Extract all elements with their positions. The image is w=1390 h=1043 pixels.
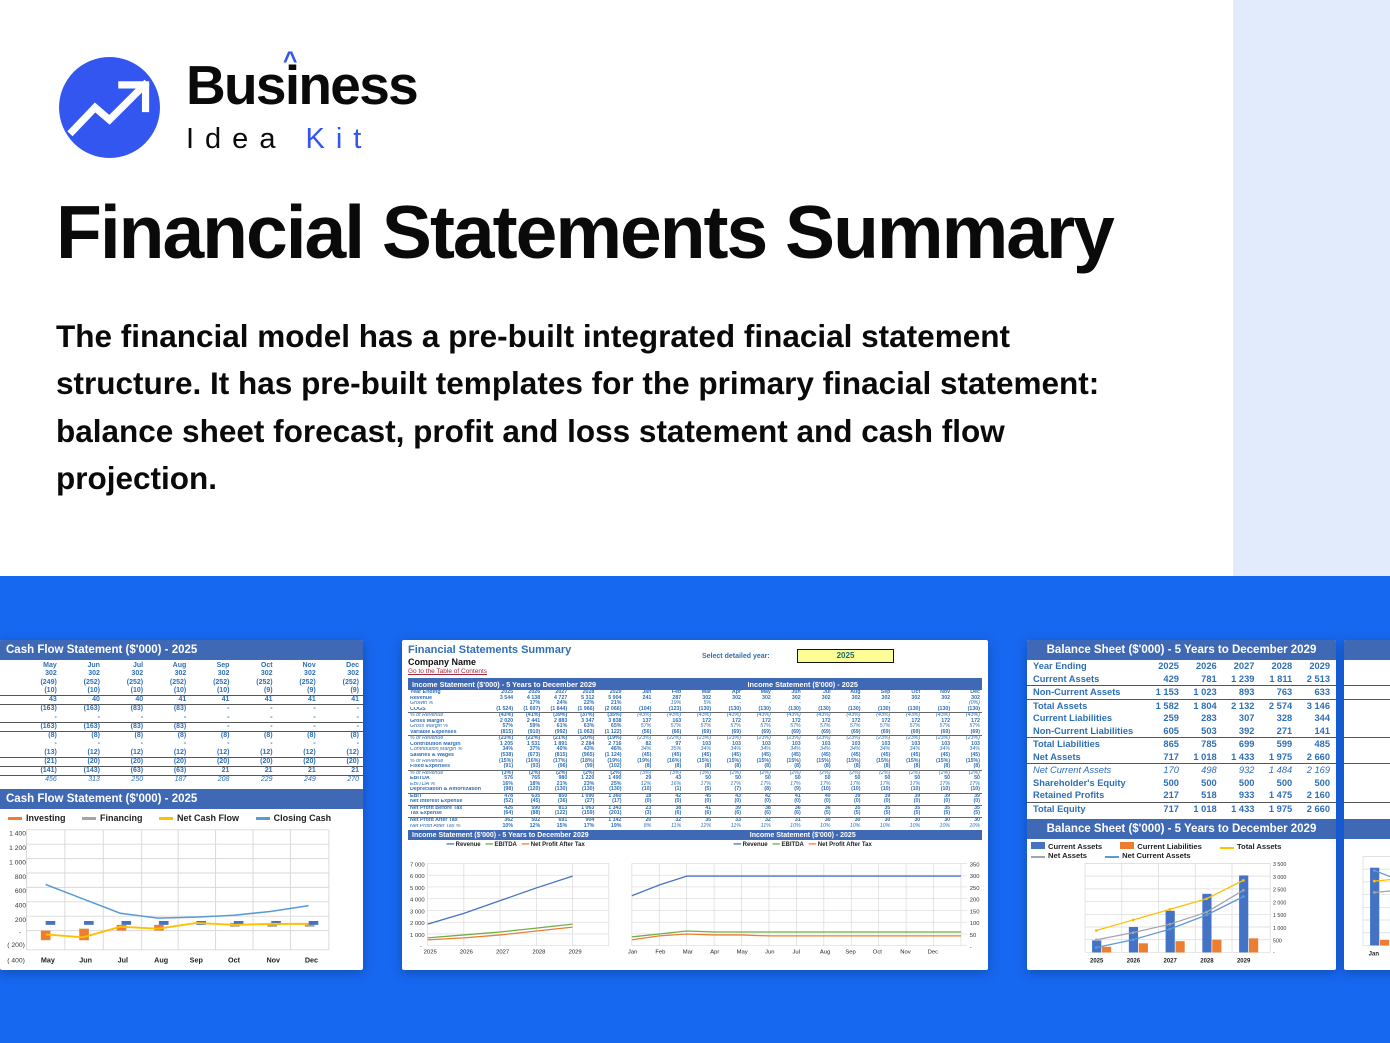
svg-text:5 000: 5 000 (410, 886, 425, 892)
svg-text:Sep: Sep (190, 955, 204, 964)
svg-text:Jan: Jan (627, 950, 636, 956)
svg-text:100: 100 (969, 921, 980, 927)
svg-text:1 000: 1 000 (410, 933, 425, 939)
svg-text:2028: 2028 (1200, 959, 1214, 965)
svg-text:Oct: Oct (872, 950, 881, 956)
svg-text:3 500: 3 500 (1273, 863, 1286, 869)
svg-text:50: 50 (969, 933, 976, 939)
svg-text:3 000: 3 000 (1273, 875, 1286, 881)
svg-text:2027: 2027 (1163, 959, 1177, 965)
svg-text:Oct: Oct (228, 955, 241, 964)
svg-text:Aug: Aug (819, 950, 829, 956)
svg-text:2026: 2026 (1127, 959, 1141, 965)
svg-text:6 000: 6 000 (410, 874, 425, 880)
svg-text:1 200: 1 200 (9, 844, 26, 851)
svg-text:-: - (19, 929, 21, 936)
svg-text:-: - (1273, 950, 1275, 956)
svg-text:( 400): ( 400) (7, 957, 25, 964)
svg-text:Feb: Feb (655, 950, 666, 956)
svg-text:2025: 2025 (424, 950, 438, 956)
svg-text:2025: 2025 (1090, 959, 1104, 965)
svg-text:1 500: 1 500 (1273, 913, 1286, 919)
svg-text:May: May (41, 955, 55, 964)
svg-text:Jul: Jul (792, 950, 800, 956)
svg-text:2 000: 2 000 (1273, 901, 1286, 907)
svg-text:Jul: Jul (118, 955, 128, 964)
svg-text:2028: 2028 (532, 950, 545, 956)
svg-text:( 200): ( 200) (7, 941, 25, 948)
svg-text:300: 300 (969, 874, 980, 880)
svg-text:2 000: 2 000 (410, 921, 425, 927)
svg-text:Aug: Aug (154, 955, 168, 964)
svg-text:200: 200 (15, 916, 26, 923)
svg-text:2026: 2026 (460, 950, 473, 956)
svg-text:1 400: 1 400 (9, 830, 26, 837)
svg-text:500: 500 (1273, 939, 1282, 945)
svg-text:1 000: 1 000 (9, 859, 26, 866)
svg-text:-: - (420, 944, 422, 950)
svg-text:May: May (736, 950, 747, 956)
svg-text:Dec: Dec (927, 950, 937, 956)
svg-text:Nov: Nov (266, 955, 280, 964)
svg-text:Jun: Jun (79, 955, 92, 964)
svg-text:200: 200 (969, 898, 980, 904)
svg-text:7 000: 7 000 (410, 862, 425, 868)
svg-text:2029: 2029 (1237, 959, 1251, 965)
svg-text:2027: 2027 (496, 950, 509, 956)
svg-text:800: 800 (15, 873, 26, 880)
svg-text:Sep: Sep (845, 950, 856, 956)
svg-text:2029: 2029 (569, 950, 582, 956)
svg-text:3 000: 3 000 (410, 910, 425, 916)
svg-text:Jan: Jan (1369, 951, 1380, 957)
svg-text:600: 600 (15, 888, 26, 895)
svg-text:Jun: Jun (765, 950, 774, 956)
svg-text:Dec: Dec (305, 955, 318, 964)
svg-text:Mar: Mar (682, 950, 692, 956)
svg-text:350: 350 (969, 862, 980, 868)
svg-text:Nov: Nov (900, 950, 910, 956)
svg-text:Apr: Apr (710, 950, 719, 956)
svg-text:150: 150 (969, 910, 980, 916)
svg-text:4 000: 4 000 (410, 898, 425, 904)
svg-text:400: 400 (15, 902, 26, 909)
svg-text:1 000: 1 000 (1273, 926, 1286, 932)
svg-text:-: - (969, 945, 971, 951)
svg-text:250: 250 (969, 886, 980, 892)
svg-text:2 500: 2 500 (1273, 888, 1286, 894)
